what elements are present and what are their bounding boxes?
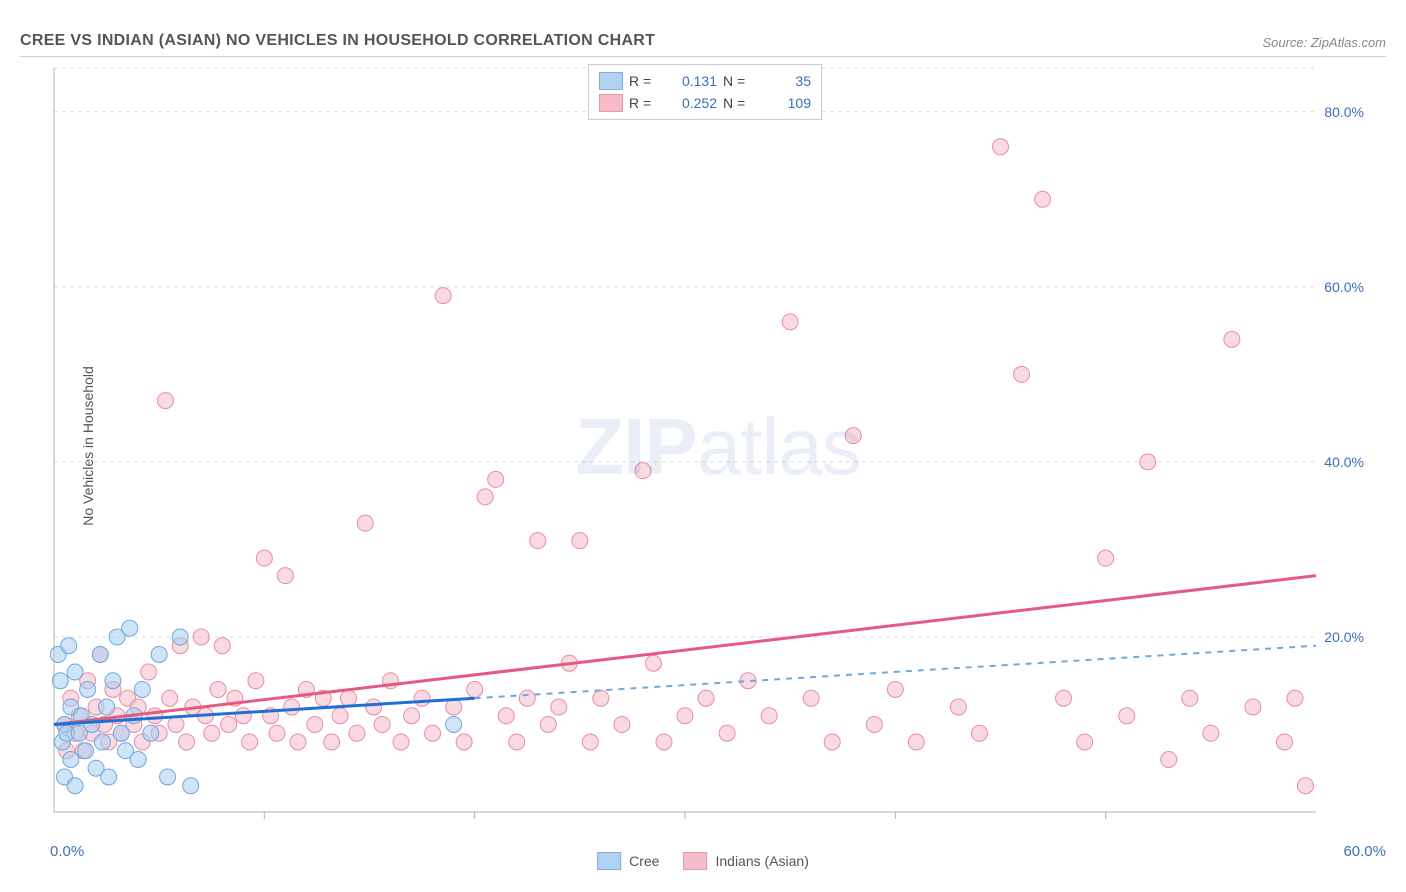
svg-text:20.0%: 20.0% (1324, 629, 1364, 645)
chart-source: Source: ZipAtlas.com (1262, 35, 1386, 50)
indian-swatch-icon (683, 852, 707, 870)
series-legend: Cree Indians (Asian) (597, 852, 809, 870)
indian-swatch (599, 94, 623, 112)
correlation-legend: R = 0.131 N = 35 R = 0.252 N = 109 (588, 64, 822, 120)
indian-label: Indians (Asian) (715, 853, 808, 869)
indian-n-value: 109 (757, 95, 811, 111)
scatter-chart: 20.0% 40.0% 60.0% 80.0% (50, 62, 1386, 832)
svg-text:80.0%: 80.0% (1324, 104, 1364, 120)
svg-text:60.0%: 60.0% (1324, 279, 1364, 295)
indian-r-value: 0.252 (663, 95, 717, 111)
chart-header: CREE VS INDIAN (ASIAN) NO VEHICLES IN HO… (20, 20, 1386, 57)
x-max-label: 60.0% (1343, 843, 1386, 860)
legend-row-cree: R = 0.131 N = 35 (599, 70, 811, 92)
legend-item-indian: Indians (Asian) (683, 852, 808, 870)
n-label: N = (723, 95, 751, 111)
r-label: R = (629, 73, 657, 89)
n-label: N = (723, 73, 751, 89)
cree-r-value: 0.131 (663, 73, 717, 89)
legend-item-cree: Cree (597, 852, 659, 870)
cree-swatch (599, 72, 623, 90)
chart-title: CREE VS INDIAN (ASIAN) NO VEHICLES IN HO… (20, 32, 655, 50)
r-label: R = (629, 95, 657, 111)
plot-area: 20.0%40.0%60.0%80.0% ZIPatlas R = 0.131 … (50, 62, 1386, 832)
cree-swatch-icon (597, 852, 621, 870)
legend-row-indian: R = 0.252 N = 109 (599, 92, 811, 114)
cree-n-value: 35 (757, 73, 811, 89)
svg-text:40.0%: 40.0% (1324, 454, 1364, 470)
cree-label: Cree (629, 853, 659, 869)
x-origin-label: 0.0% (50, 843, 84, 860)
